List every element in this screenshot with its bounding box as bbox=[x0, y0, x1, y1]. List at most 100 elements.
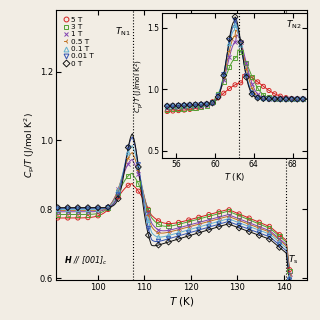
Point bbox=[261, 96, 266, 101]
Point bbox=[65, 209, 70, 214]
Point bbox=[196, 215, 201, 220]
Point bbox=[216, 93, 221, 99]
Point bbox=[295, 97, 300, 102]
Point bbox=[261, 84, 266, 89]
Point bbox=[261, 92, 266, 97]
X-axis label: $T$ (K): $T$ (K) bbox=[224, 171, 245, 183]
Point bbox=[238, 49, 243, 54]
Point bbox=[65, 212, 70, 217]
Point bbox=[170, 108, 175, 114]
Point bbox=[198, 105, 204, 110]
X-axis label: $T$ (K): $T$ (K) bbox=[169, 294, 194, 308]
Point bbox=[187, 103, 192, 108]
Point bbox=[257, 233, 262, 238]
Point bbox=[227, 216, 232, 221]
Point bbox=[267, 96, 272, 101]
Point bbox=[106, 207, 111, 212]
Point bbox=[55, 209, 60, 214]
Point bbox=[85, 206, 91, 211]
Point bbox=[136, 181, 141, 186]
Point bbox=[284, 97, 289, 102]
Point bbox=[289, 97, 294, 102]
Point bbox=[284, 95, 289, 100]
Point bbox=[295, 97, 300, 102]
Point bbox=[216, 92, 221, 98]
Point bbox=[176, 106, 181, 111]
Point bbox=[247, 222, 252, 227]
Point bbox=[267, 96, 272, 101]
Point bbox=[116, 196, 121, 201]
Point bbox=[198, 102, 204, 108]
Point bbox=[238, 43, 243, 48]
Point bbox=[55, 215, 60, 220]
Point bbox=[233, 55, 238, 60]
Point bbox=[255, 95, 260, 100]
Point bbox=[181, 103, 187, 108]
Point bbox=[289, 97, 294, 102]
Point bbox=[198, 102, 204, 107]
Point bbox=[146, 213, 151, 218]
Point bbox=[126, 161, 131, 166]
Point bbox=[300, 97, 306, 102]
Point bbox=[272, 91, 277, 96]
Point bbox=[236, 216, 242, 221]
Point bbox=[289, 96, 294, 101]
Point bbox=[186, 230, 191, 236]
Point bbox=[146, 207, 151, 212]
Point bbox=[221, 91, 226, 96]
Point bbox=[176, 227, 181, 232]
Point bbox=[216, 219, 221, 224]
Point bbox=[156, 235, 161, 240]
Point bbox=[221, 79, 226, 84]
Point bbox=[136, 164, 141, 169]
Point bbox=[85, 208, 91, 213]
Point bbox=[196, 222, 201, 227]
Point bbox=[126, 145, 131, 150]
Point bbox=[55, 212, 60, 217]
Point bbox=[187, 107, 192, 112]
Point bbox=[250, 92, 255, 97]
Point bbox=[166, 233, 171, 238]
Point bbox=[233, 82, 238, 87]
Point bbox=[181, 103, 187, 108]
Point bbox=[85, 209, 91, 214]
Point bbox=[267, 231, 272, 236]
Point bbox=[255, 94, 260, 99]
Point bbox=[267, 224, 272, 229]
Point bbox=[186, 227, 191, 232]
Point bbox=[206, 221, 212, 227]
Point bbox=[136, 162, 141, 167]
Y-axis label: $C_{\rm p}/T$ (J/mol K$^2$): $C_{\rm p}/T$ (J/mol K$^2$) bbox=[132, 59, 146, 113]
Point bbox=[236, 223, 242, 228]
Point bbox=[187, 104, 192, 109]
Point bbox=[289, 97, 294, 102]
Point bbox=[181, 104, 187, 109]
Point bbox=[146, 207, 151, 212]
Point bbox=[267, 96, 272, 101]
Point bbox=[95, 206, 100, 211]
Point bbox=[236, 218, 242, 223]
Point bbox=[106, 204, 111, 210]
Point bbox=[227, 214, 232, 219]
Point bbox=[204, 102, 209, 107]
Point bbox=[196, 230, 201, 235]
Point bbox=[166, 228, 171, 233]
Point bbox=[238, 40, 243, 45]
Point bbox=[227, 219, 232, 224]
Point bbox=[116, 194, 121, 199]
Point bbox=[186, 224, 191, 229]
Point bbox=[196, 224, 201, 229]
Point bbox=[247, 220, 252, 225]
Point bbox=[95, 209, 100, 214]
Point bbox=[170, 103, 175, 108]
Point bbox=[126, 173, 131, 178]
Point bbox=[277, 245, 282, 250]
Point bbox=[255, 95, 260, 100]
Point bbox=[193, 105, 198, 110]
Point bbox=[295, 97, 300, 102]
Point bbox=[176, 222, 181, 227]
Point bbox=[267, 236, 272, 242]
Text: $\boldsymbol{H}$ // [001]$_c$: $\boldsymbol{H}$ // [001]$_c$ bbox=[64, 255, 107, 267]
Point bbox=[300, 97, 306, 102]
Text: $T_{\rm s}$: $T_{\rm s}$ bbox=[288, 254, 298, 266]
